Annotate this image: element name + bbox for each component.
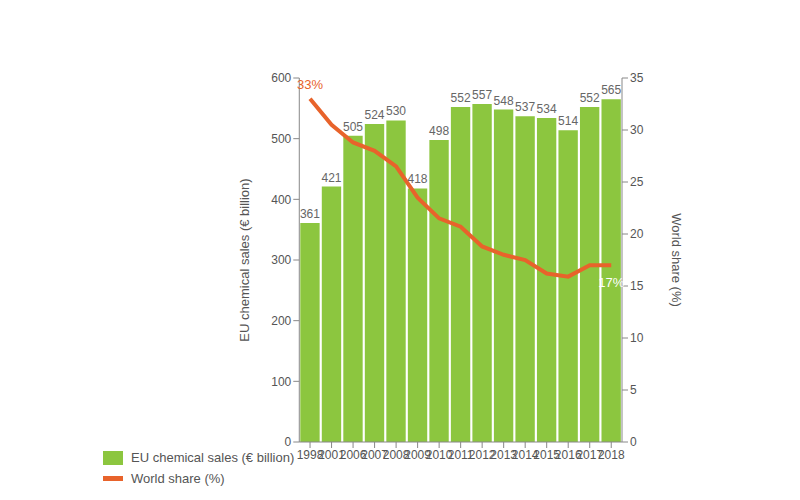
html-text:World share (%): World share (%) [131, 471, 225, 486]
svg-text:2012: 2012 [468, 447, 496, 462]
svg-text:557: 557 [472, 88, 492, 102]
svg-text:400: 400 [271, 193, 291, 207]
svg-text:0: 0 [630, 435, 637, 449]
svg-text:421: 421 [321, 171, 341, 185]
svg-text:2013: 2013 [490, 447, 517, 462]
svg-text:2015: 2015 [533, 447, 561, 462]
svg-text:100: 100 [271, 375, 291, 389]
svg-text:524: 524 [364, 108, 384, 122]
svg-text:2006: 2006 [339, 447, 367, 462]
svg-text:5: 5 [630, 383, 637, 397]
svg-text:33%: 33% [297, 77, 323, 92]
svg-text:2017: 2017 [576, 447, 604, 462]
svg-text:537: 537 [515, 100, 535, 114]
svg-text:361: 361 [300, 207, 320, 221]
svg-text:17%: 17% [598, 275, 624, 290]
svg-text:0: 0 [285, 435, 292, 449]
svg-text:552: 552 [580, 91, 600, 105]
svg-text:534: 534 [537, 102, 557, 116]
svg-text:418: 418 [408, 172, 428, 186]
svg-text:2014: 2014 [511, 447, 539, 462]
svg-text:2008: 2008 [382, 447, 410, 462]
svg-text:2007: 2007 [361, 447, 388, 462]
svg-text:World share (%): World share (%) [669, 213, 684, 307]
svg-text:2011: 2011 [447, 447, 474, 462]
svg-text:500: 500 [271, 132, 291, 146]
svg-text:565: 565 [601, 83, 621, 97]
svg-text:514: 514 [558, 114, 578, 128]
svg-text:552: 552 [451, 91, 471, 105]
svg-text:548: 548 [494, 94, 514, 108]
svg-text:600: 600 [271, 71, 291, 85]
svg-text:505: 505 [343, 120, 363, 134]
svg-text:2009: 2009 [404, 447, 431, 462]
html-text:EU chemical sales (€ billion): EU chemical sales (€ billion) [131, 450, 295, 465]
svg-text:498: 498 [429, 124, 449, 138]
svg-text:30: 30 [630, 123, 644, 137]
svg-text:2001: 2001 [318, 447, 345, 462]
svg-text:20: 20 [630, 227, 644, 241]
svg-text:530: 530 [386, 104, 406, 118]
svg-text:25: 25 [630, 175, 644, 189]
svg-text:2018: 2018 [598, 448, 625, 462]
svg-text:1998: 1998 [296, 447, 324, 462]
svg-text:35: 35 [630, 71, 644, 85]
svg-text:15: 15 [630, 279, 644, 293]
svg-text:300: 300 [271, 253, 291, 267]
svg-text:2016: 2016 [554, 447, 582, 462]
svg-text:200: 200 [271, 314, 291, 328]
svg-text:2010: 2010 [425, 447, 453, 462]
svg-text:10: 10 [630, 331, 644, 345]
svg-text:EU chemical sales (€ billion): EU chemical sales (€ billion) [237, 178, 252, 341]
